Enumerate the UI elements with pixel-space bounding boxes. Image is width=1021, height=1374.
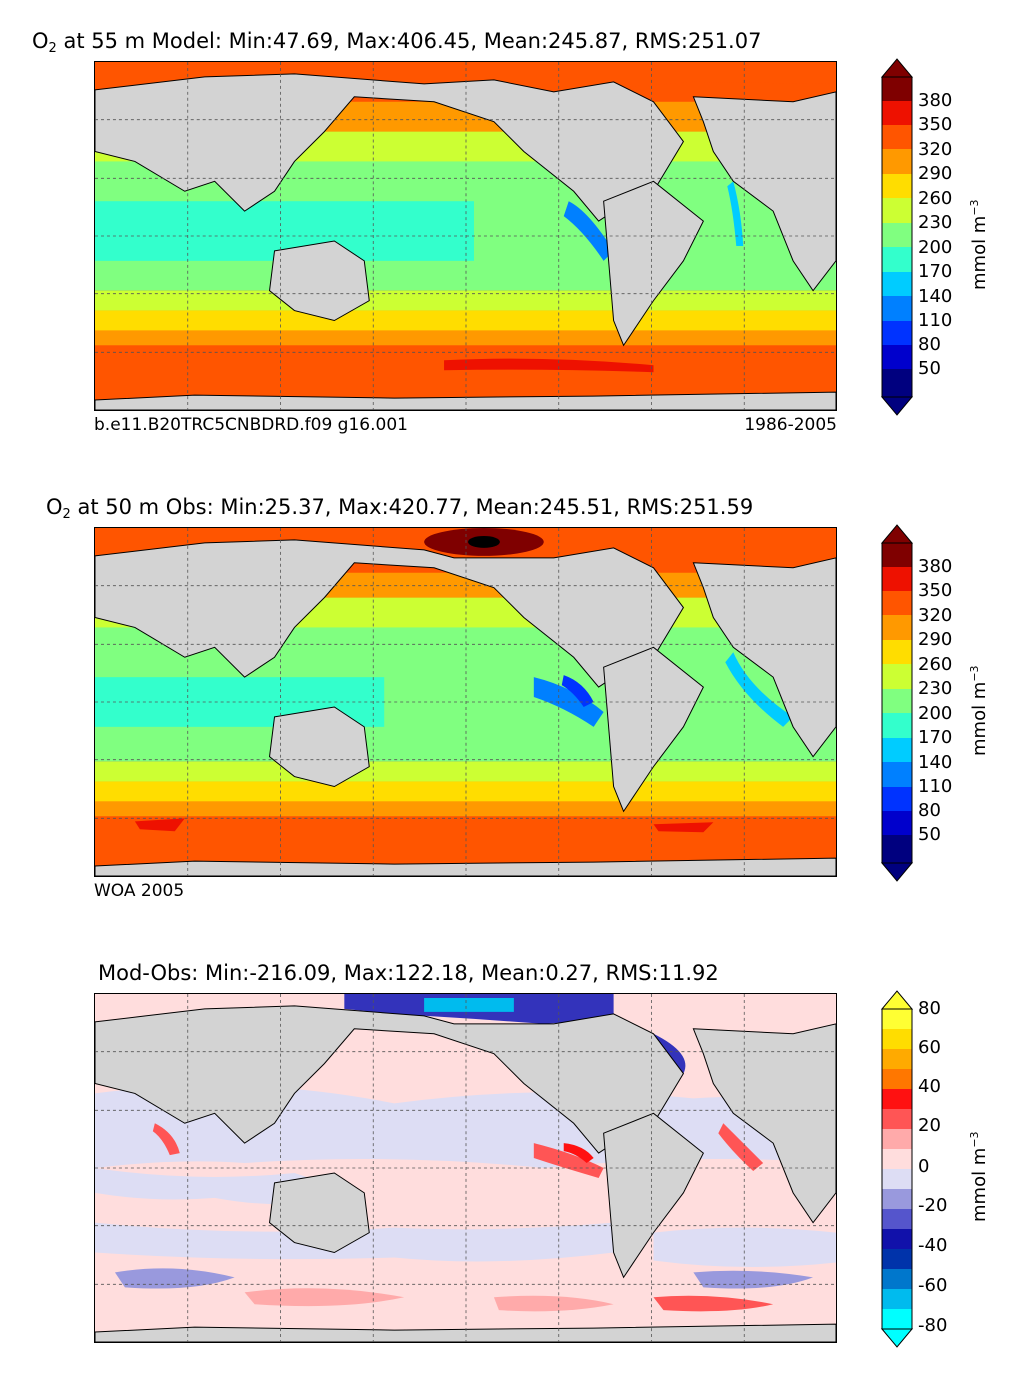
model-colorbar-bands bbox=[882, 77, 912, 397]
obs-colorbar-bands bbox=[882, 543, 912, 863]
model-tick: 80 bbox=[918, 334, 941, 355]
obs-tick: 290 bbox=[918, 629, 953, 650]
model-tick: 380 bbox=[918, 90, 953, 111]
obs-tick: 350 bbox=[918, 580, 953, 601]
diff-colorbar-bands bbox=[882, 1009, 912, 1329]
diff-tick: 0 bbox=[918, 1156, 930, 1177]
diff-tick: 80 bbox=[918, 998, 941, 1019]
diff-map bbox=[94, 993, 837, 1343]
diff-tick: 20 bbox=[918, 1115, 941, 1136]
diff-tick: 60 bbox=[918, 1037, 941, 1058]
diff-tick: -80 bbox=[918, 1315, 948, 1336]
obs-tick: 80 bbox=[918, 800, 941, 821]
model-tick: 200 bbox=[918, 237, 953, 258]
obs-tick: 260 bbox=[918, 654, 953, 675]
model-tick: 50 bbox=[918, 358, 941, 379]
diff-panel-title: Mod-Obs: Min:-216.09, Max:122.18, Mean:0… bbox=[98, 961, 719, 985]
model-footer-case: b.e11.B20TRC5CNBDRD.f09 g16.001 bbox=[94, 415, 408, 435]
obs-colorbar-unit: mmol m−3 bbox=[968, 665, 990, 756]
model-tick: 170 bbox=[918, 261, 953, 282]
obs-tick: 230 bbox=[918, 678, 953, 699]
diff-tick: -40 bbox=[918, 1235, 948, 1256]
diff-tick: -20 bbox=[918, 1195, 948, 1216]
model-tick: 290 bbox=[918, 163, 953, 184]
obs-tick: 380 bbox=[918, 556, 953, 577]
model-tick: 320 bbox=[918, 139, 953, 160]
model-tick: 350 bbox=[918, 114, 953, 135]
diff-colorbar bbox=[880, 990, 914, 1348]
model-tick: 140 bbox=[918, 286, 953, 307]
diff-colorbar-unit: mmol m−3 bbox=[968, 1131, 990, 1222]
model-colorbar bbox=[880, 58, 914, 416]
model-tick: 260 bbox=[918, 188, 953, 209]
obs-tick: 200 bbox=[918, 703, 953, 724]
obs-tick: 50 bbox=[918, 824, 941, 845]
model-panel-title: O2 at 55 m Model: Min:47.69, Max:406.45,… bbox=[32, 29, 762, 56]
obs-footer-source: WOA 2005 bbox=[94, 881, 185, 901]
obs-colorbar bbox=[880, 524, 914, 882]
model-map bbox=[94, 61, 837, 411]
model-footer-years: 1986-2005 bbox=[744, 415, 837, 435]
diff-tick: -60 bbox=[918, 1275, 948, 1296]
obs-map bbox=[94, 527, 837, 877]
model-colorbar-unit: mmol m−3 bbox=[968, 199, 990, 290]
obs-tick: 320 bbox=[918, 605, 953, 626]
obs-tick: 140 bbox=[918, 752, 953, 773]
model-tick: 230 bbox=[918, 212, 953, 233]
obs-tick: 110 bbox=[918, 776, 953, 797]
model-tick: 110 bbox=[918, 310, 953, 331]
obs-tick: 170 bbox=[918, 727, 953, 748]
obs-panel-title: O2 at 50 m Obs: Min:25.37, Max:420.77, M… bbox=[46, 495, 754, 522]
diff-tick: 40 bbox=[918, 1076, 941, 1097]
